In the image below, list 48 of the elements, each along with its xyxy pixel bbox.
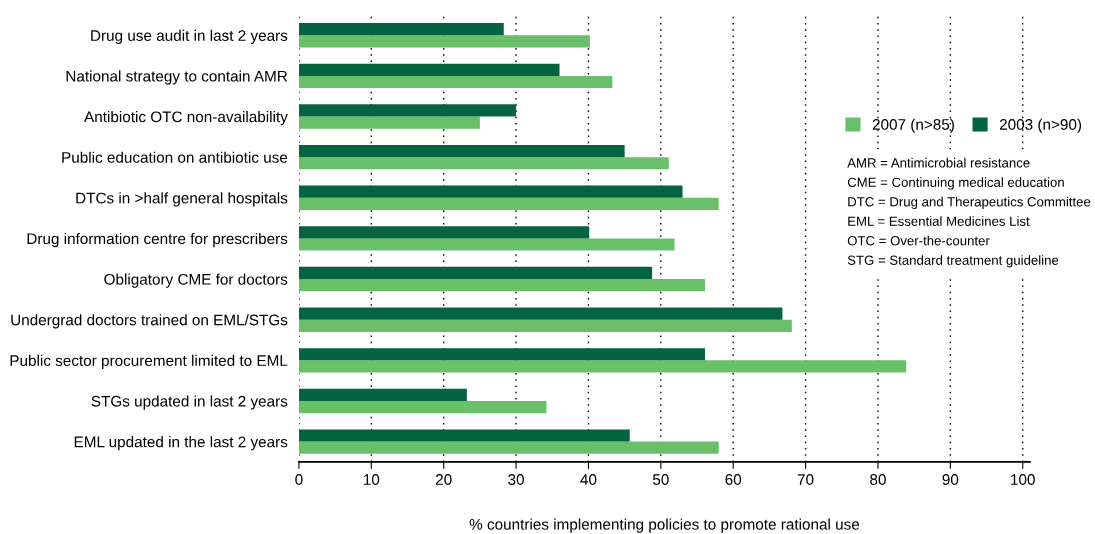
y-tick-label: National strategy to contain AMR [66, 70, 288, 85]
x-tick-label: 40 [580, 474, 597, 485]
bar [298, 388, 467, 401]
y-tick-label: Undergrad doctors trained on EML/STGs [11, 314, 288, 329]
y-tick-label: DTCs in >half general hospitals [76, 192, 288, 207]
bar [298, 266, 653, 280]
bar [298, 144, 625, 158]
annotation: AMR = Antimicrobial resistance CME = Continuing medical education DTC = Drug and Therapeutics Committee EML = Essential Medicines List OTC = Over-the-counter STG = Standard treatment guideline [847, 157, 1091, 268]
x-tick-label: 20 [435, 474, 452, 485]
bar [298, 429, 630, 442]
y-tick-label: Obligatory CME for doctors [104, 273, 288, 288]
bar [298, 75, 613, 89]
y-tick-label: STGs updated in last 2 years [91, 395, 288, 410]
x-tick-label: 70 [797, 474, 814, 485]
x-tick-label: 0 [295, 474, 303, 485]
bar [298, 319, 792, 332]
legend-label: 2003 (n>90) [999, 118, 1082, 133]
bar [298, 238, 675, 251]
y-tick-label: Public education on antibiotic use [62, 151, 288, 163]
y-tick-label: Public sector procurement limited to EML [10, 354, 288, 370]
bar [298, 348, 705, 361]
legend-label: 2007 (n>85) [872, 118, 954, 133]
bar [298, 116, 480, 129]
x-tick-label: 60 [725, 474, 742, 485]
x-tick-label: 10 [363, 474, 380, 485]
bar [298, 441, 719, 454]
bar [298, 360, 907, 373]
x-tick-label: 100 [1011, 474, 1035, 485]
bar [298, 63, 560, 76]
bar [298, 23, 504, 36]
x-tick-label: 90 [942, 474, 959, 485]
x-tick-label: 30 [508, 474, 524, 485]
bar [298, 279, 705, 292]
bar [298, 35, 590, 48]
bar [298, 104, 517, 117]
y-tick-label: Drug information centre for prescribers [27, 232, 288, 248]
bar [298, 157, 669, 170]
y-tick-label: Antibiotic OTC non-availability [84, 111, 288, 126]
x-tick-label: 80 [870, 474, 886, 485]
x-tick-label: 50 [652, 474, 669, 485]
bar [298, 226, 590, 239]
bar [298, 185, 683, 198]
bar [298, 307, 783, 320]
bar [298, 400, 547, 414]
x-axis-title: % countries implementing policies to promote rational use [469, 518, 860, 533]
y-tick-label: EML updated in the last 2 years [74, 436, 288, 451]
bar [298, 197, 719, 210]
y-tick-label: Drug use audit in last 2 years [91, 29, 288, 44]
